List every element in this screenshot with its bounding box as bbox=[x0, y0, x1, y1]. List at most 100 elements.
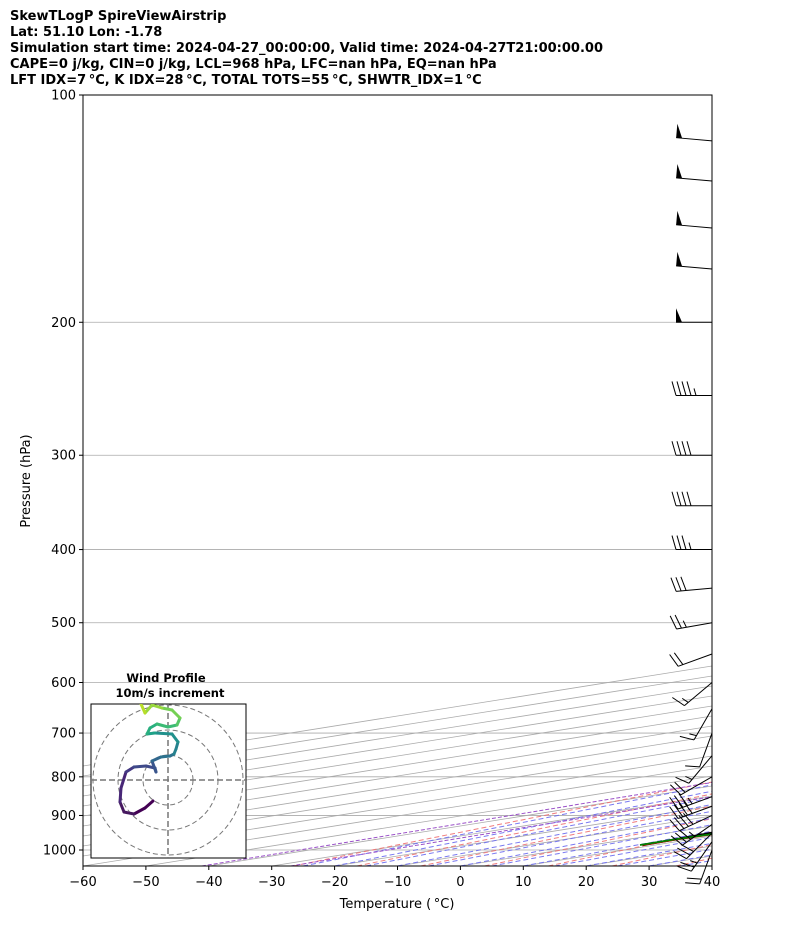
time-line: Simulation start time: 2024-04-27_00:00:… bbox=[10, 41, 603, 56]
isotherm-line bbox=[83, 675, 712, 777]
wind-barb bbox=[676, 308, 712, 323]
hodograph-segment bbox=[132, 764, 148, 769]
y-axis-label: Pressure (hPa) bbox=[19, 434, 34, 527]
wind-barb-staff bbox=[699, 732, 713, 768]
dry-adiabat-line bbox=[611, 844, 712, 866]
mixing-ratio-lines bbox=[201, 781, 712, 866]
temperature-line bbox=[642, 833, 712, 846]
moist-adiabat-line bbox=[334, 790, 712, 866]
wind-barb-full bbox=[678, 803, 688, 816]
wind-barb-full bbox=[674, 781, 686, 793]
isotherm-line bbox=[460, 825, 712, 866]
wind-barb bbox=[685, 849, 713, 885]
wind-barb-full bbox=[673, 652, 684, 665]
wind-barb-full bbox=[678, 793, 688, 806]
location-line: Lat: 51.10 Lon: -1.78 bbox=[10, 25, 163, 40]
wind-barb-full bbox=[676, 381, 682, 396]
x-tick-label: −40 bbox=[195, 875, 222, 890]
isotherm-line bbox=[586, 845, 712, 866]
wind-barb-staff bbox=[676, 622, 713, 630]
moist-adiabat-line bbox=[303, 784, 712, 866]
y-tick-label: 1000 bbox=[43, 844, 76, 859]
isotherm-line bbox=[83, 665, 712, 767]
wind-barb bbox=[670, 576, 713, 592]
moist-adiabat-line bbox=[428, 810, 712, 866]
wind-barb-full bbox=[680, 861, 695, 868]
wind-barb bbox=[679, 708, 713, 741]
wind-barb-full bbox=[669, 615, 677, 630]
wind-barb-flag bbox=[676, 123, 683, 139]
x-tick-label: 10 bbox=[515, 875, 532, 890]
isotherm-line bbox=[83, 715, 712, 817]
moist-adiabat-line bbox=[491, 824, 712, 866]
wind-barb-full bbox=[675, 776, 690, 784]
wind-barb bbox=[671, 381, 712, 396]
hodograph-segment bbox=[150, 755, 163, 763]
indices-line: LFT IDX=7 °C, K IDX=28 °C, TOTAL TOTS=55… bbox=[10, 73, 482, 88]
dry-adiabats bbox=[293, 95, 794, 866]
wind-barb bbox=[669, 614, 713, 630]
x-tick-label: 0 bbox=[456, 875, 464, 890]
x-tick-label: −10 bbox=[384, 875, 411, 890]
wind-barb-half bbox=[682, 620, 687, 628]
isotherm-line bbox=[649, 855, 712, 866]
y-tick-label: 500 bbox=[51, 616, 76, 631]
wind-barb-staff bbox=[699, 849, 713, 885]
x-tick-label: 20 bbox=[578, 875, 595, 890]
dry-adiabat-line bbox=[675, 857, 712, 866]
dewpoint-line bbox=[639, 833, 712, 846]
wind-barb-full bbox=[670, 784, 682, 796]
x-tick-label: 30 bbox=[641, 875, 658, 890]
x-tick-label: −50 bbox=[132, 875, 159, 890]
moist-adiabat-line bbox=[397, 803, 712, 866]
moist-adiabat-line bbox=[649, 854, 712, 866]
wind-barb-full bbox=[673, 795, 684, 808]
mixing-ratio-line bbox=[201, 781, 712, 866]
wind-barb-flag bbox=[676, 163, 683, 179]
axes: −60 −50 −40 −30 −20 −10 0 10 20 30 40 1000 900 800 70… bbox=[19, 89, 720, 913]
y-tick-label: 100 bbox=[51, 89, 76, 104]
x-axis-label: Temperature ( °C) bbox=[339, 897, 455, 912]
wind-barb-full bbox=[679, 829, 692, 840]
wind-barb-staff bbox=[678, 805, 713, 820]
wind-barb bbox=[675, 755, 713, 784]
wind-barb bbox=[671, 535, 712, 551]
isotherm-line bbox=[83, 685, 712, 787]
wind-barb-full bbox=[671, 381, 677, 396]
moist-adiabat-line bbox=[523, 830, 712, 866]
dry-adiabat-line bbox=[740, 95, 794, 866]
wind-barb bbox=[673, 832, 713, 860]
wind-barb-half bbox=[689, 733, 697, 737]
wind-barb-full bbox=[677, 847, 691, 856]
cin-shaded-area bbox=[642, 832, 712, 845]
hodograph-segment bbox=[159, 754, 172, 759]
wind-barb-full bbox=[669, 806, 679, 819]
hodograph-segment bbox=[139, 704, 147, 715]
isotherm-line bbox=[271, 795, 712, 866]
wind-barb bbox=[677, 841, 713, 872]
x-ticks: −60 −50 −40 −30 −20 −10 0 10 20 30 40 bbox=[69, 866, 720, 890]
hodograph-segment bbox=[150, 759, 158, 774]
hodograph-segment bbox=[155, 722, 170, 729]
y-tick-label: 800 bbox=[51, 770, 76, 785]
wind-barb bbox=[676, 123, 713, 142]
wind-barb bbox=[676, 163, 713, 182]
wind-barb-staff bbox=[676, 265, 713, 270]
wind-barb-full bbox=[672, 697, 685, 707]
wind-barb-full bbox=[676, 491, 682, 506]
cape-line: CAPE=0 j/kg, CIN=0 j/kg, LCL=968 hPa, LF… bbox=[10, 57, 497, 72]
wind-barb-full bbox=[681, 535, 687, 550]
wind-barb bbox=[671, 491, 712, 507]
wind-barb-half bbox=[688, 542, 692, 550]
wind-barb-half bbox=[690, 860, 698, 864]
wind-barb-full bbox=[674, 614, 682, 629]
wind-barb-half bbox=[693, 388, 697, 396]
wind-barb bbox=[671, 441, 712, 456]
wind-barb bbox=[676, 210, 713, 229]
chart-header: SkewTLogP SpireViewAirstrip Lat: 51.10 L… bbox=[10, 9, 603, 89]
wind-barb-full bbox=[686, 441, 692, 456]
wind-barb-half bbox=[687, 797, 693, 805]
hodograph-segment bbox=[160, 706, 174, 712]
wind-barb-full bbox=[680, 844, 694, 853]
